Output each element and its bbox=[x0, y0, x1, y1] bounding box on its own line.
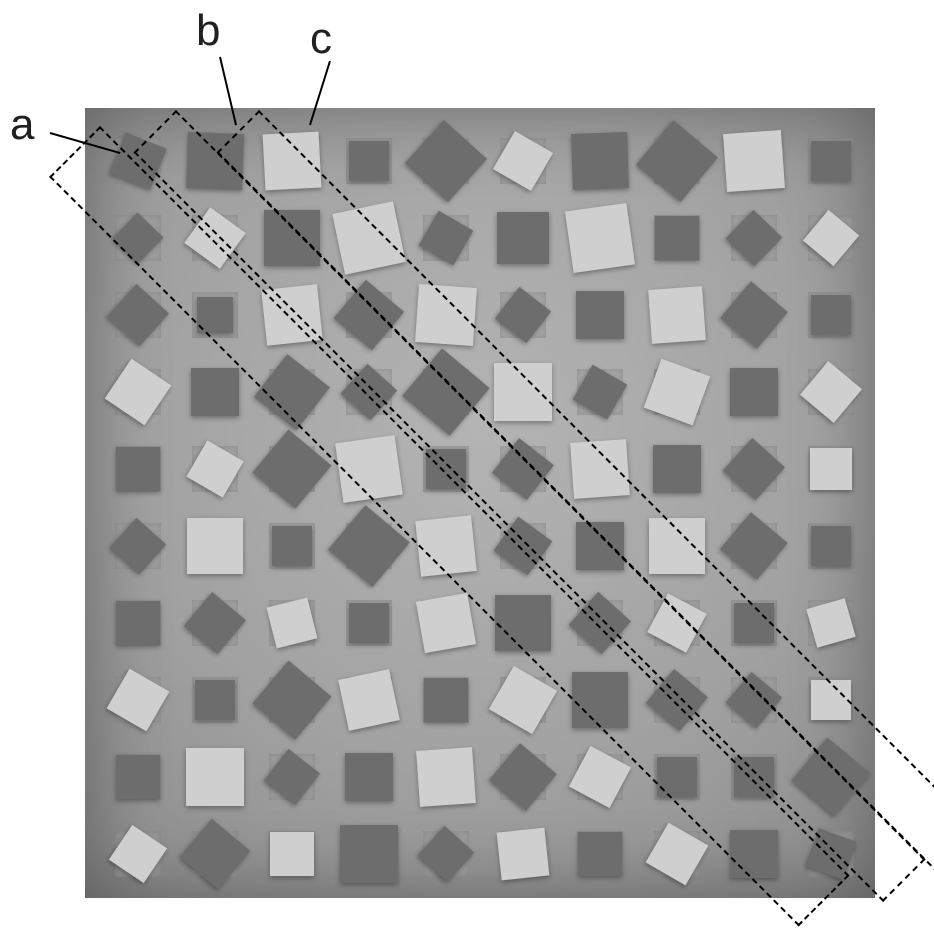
cube bbox=[496, 827, 549, 880]
cube bbox=[576, 291, 624, 339]
cube bbox=[416, 747, 476, 807]
cube bbox=[345, 753, 393, 801]
cube bbox=[195, 680, 235, 720]
cube bbox=[653, 445, 701, 493]
label-b: b bbox=[196, 6, 220, 56]
cube bbox=[116, 755, 160, 799]
cube bbox=[811, 141, 851, 181]
cube bbox=[272, 526, 312, 566]
cube bbox=[191, 368, 239, 416]
cube bbox=[497, 212, 549, 264]
label-a: a bbox=[10, 100, 34, 150]
cube bbox=[340, 825, 398, 883]
cube bbox=[723, 130, 785, 192]
figure-stage: { "canvas": { "w": 934, "h": 931 }, "pan… bbox=[0, 0, 934, 931]
cube bbox=[186, 748, 244, 806]
cube bbox=[116, 601, 160, 645]
cube bbox=[187, 518, 243, 574]
cube bbox=[730, 368, 778, 416]
cube bbox=[648, 286, 706, 344]
cube bbox=[270, 832, 314, 876]
cube bbox=[349, 141, 389, 181]
cube bbox=[810, 448, 852, 490]
cube bbox=[571, 132, 629, 190]
cube bbox=[415, 592, 475, 652]
cube bbox=[578, 832, 622, 876]
cube bbox=[811, 295, 851, 335]
cube bbox=[116, 447, 160, 491]
cube bbox=[424, 678, 468, 722]
cube bbox=[655, 216, 699, 260]
cube bbox=[349, 603, 389, 643]
cube bbox=[338, 669, 400, 731]
cube bbox=[564, 202, 634, 272]
cube bbox=[811, 526, 851, 566]
label-c: c bbox=[310, 14, 332, 64]
